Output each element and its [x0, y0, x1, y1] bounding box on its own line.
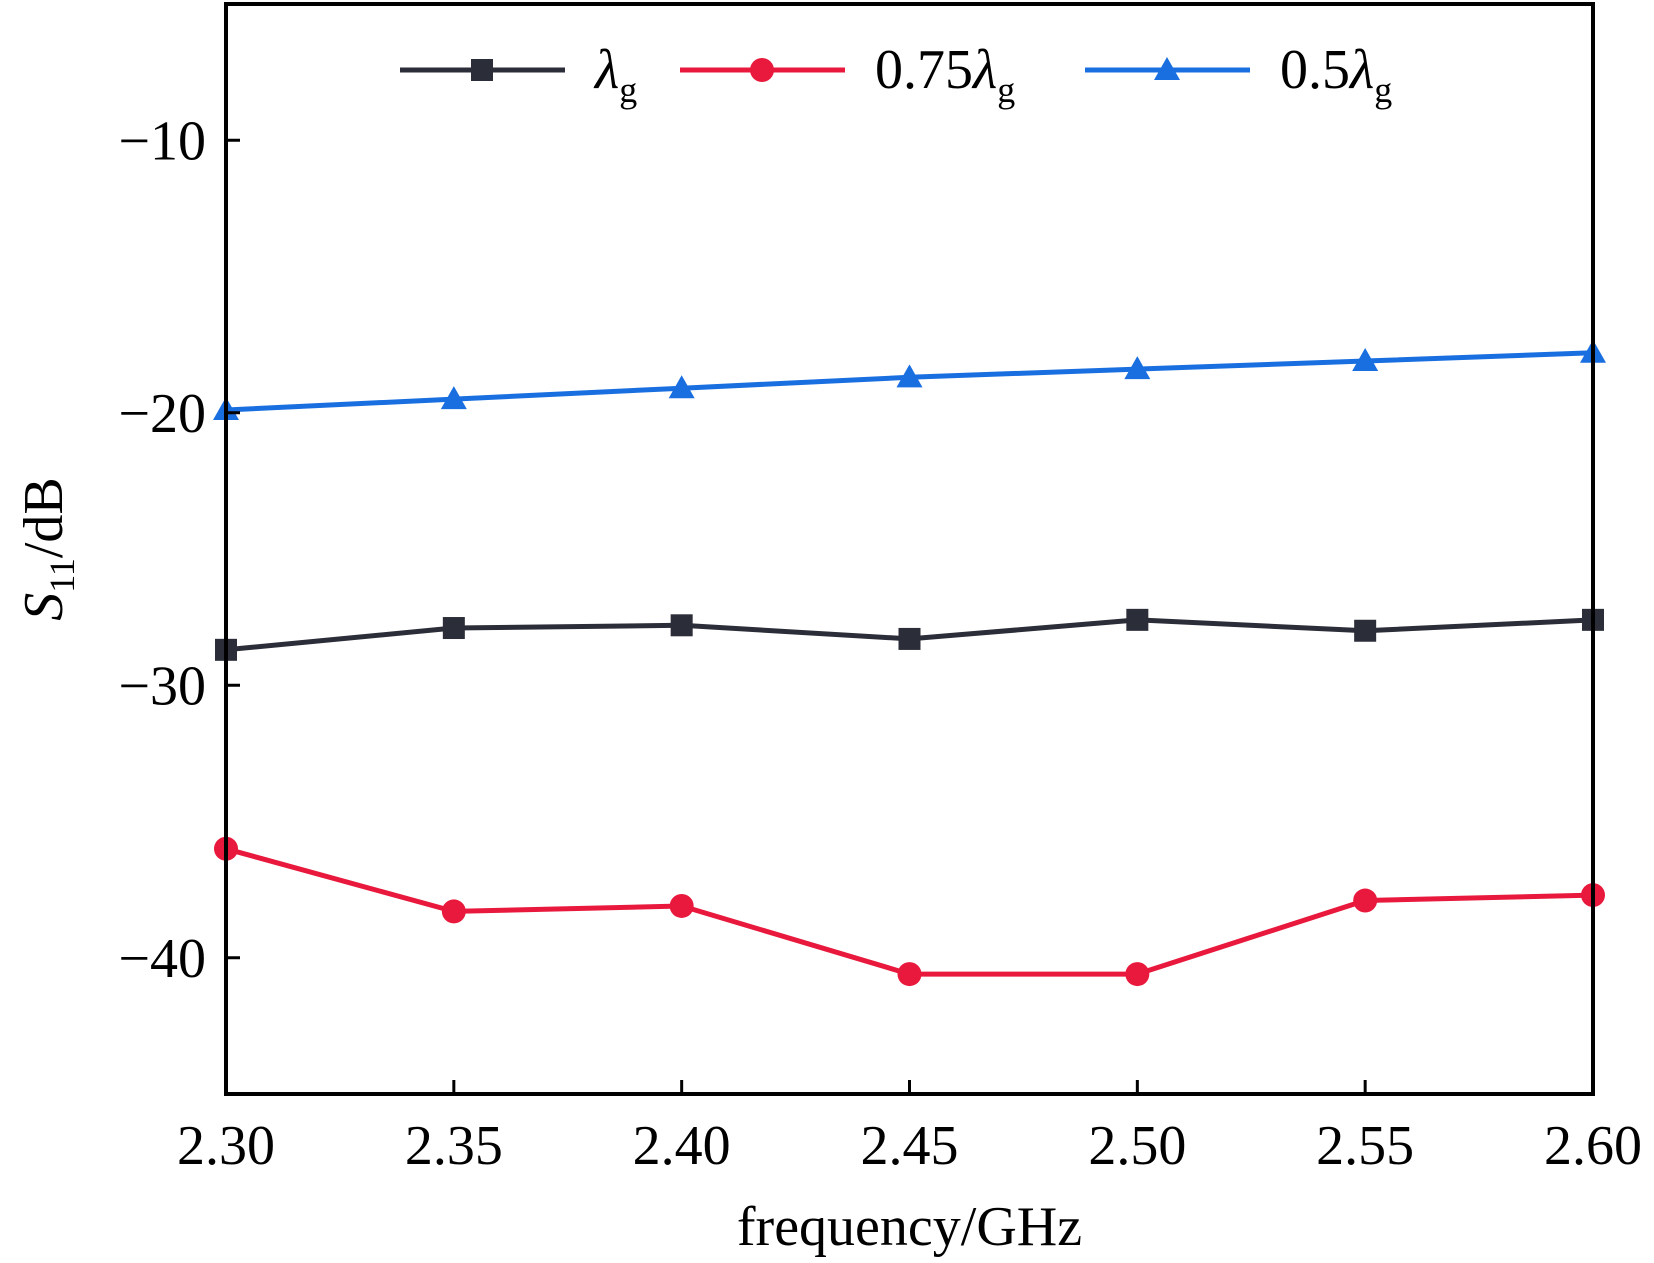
x-axis: 2.30 2.35 2.40 2.45 2.50 2.55 2.60 — [177, 1080, 1642, 1177]
legend-marker — [750, 58, 774, 82]
data-point — [1353, 888, 1378, 913]
y-tick-label: −40 — [118, 928, 206, 990]
legend-label-subscript: g — [1374, 70, 1392, 110]
plot-layer — [213, 339, 1606, 987]
x-tick-label: 2.35 — [405, 1115, 503, 1177]
data-point — [441, 899, 466, 924]
x-tick-label: 2.40 — [633, 1115, 731, 1177]
series-line — [225, 846, 1594, 977]
series-2 — [213, 339, 1606, 421]
y-axis: −10 −20 −30 −40 — [118, 110, 240, 990]
x-tick-label: 2.60 — [1544, 1115, 1642, 1177]
y-axis-title-main: S — [13, 593, 75, 621]
legend-label: λg — [593, 39, 637, 110]
legend-label-subscript: g — [619, 70, 637, 110]
data-point — [670, 614, 693, 637]
y-axis-title: S11/dB — [13, 477, 82, 621]
data-point — [440, 386, 467, 410]
x-tick-label: 2.45 — [861, 1115, 959, 1177]
y-tick-label: −10 — [118, 110, 206, 172]
data-point — [897, 962, 922, 987]
data-point — [1354, 619, 1377, 642]
series-0 — [215, 608, 1604, 661]
y-tick-label: −30 — [118, 655, 206, 717]
legend-label-prefix: 0.75 — [875, 39, 973, 101]
data-point — [896, 364, 923, 388]
data-point — [1126, 608, 1149, 631]
legend-marker — [471, 59, 493, 81]
data-point — [898, 627, 921, 650]
legend-item-0: λg — [400, 39, 637, 110]
y-axis-title-unit: /dB — [13, 477, 75, 558]
y-tick-label: −20 — [118, 383, 206, 445]
data-point — [1124, 356, 1151, 380]
x-tick-label: 2.30 — [177, 1115, 275, 1177]
x-tick-label: 2.50 — [1088, 1115, 1186, 1177]
legend-label-symbol: λ — [971, 39, 997, 101]
legend: λg 0.75λg 0.5λg — [400, 39, 1392, 110]
plot-frame — [224, 2, 1595, 1096]
data-point — [1352, 347, 1379, 371]
legend-item-2: 0.5λg — [1085, 39, 1392, 110]
legend-label: 0.75λg — [875, 39, 1015, 110]
legend-label: 0.5λg — [1280, 39, 1392, 110]
data-point — [442, 617, 465, 640]
y-axis-title-subscript: 11 — [42, 558, 82, 593]
legend-label-symbol: λ — [593, 39, 619, 101]
legend-label-subscript: g — [997, 70, 1015, 110]
data-point — [1125, 962, 1150, 987]
series-1 — [214, 836, 1605, 987]
legend-label-symbol: λ — [1348, 39, 1374, 101]
x-tick-label: 2.55 — [1316, 1115, 1414, 1177]
data-point — [668, 375, 695, 399]
data-point — [669, 893, 694, 918]
x-axis-title: frequency/GHz — [737, 1196, 1082, 1258]
legend-item-1: 0.75λg — [680, 39, 1015, 110]
legend-marker — [1154, 57, 1180, 80]
legend-label-prefix: 0.5 — [1280, 39, 1350, 101]
